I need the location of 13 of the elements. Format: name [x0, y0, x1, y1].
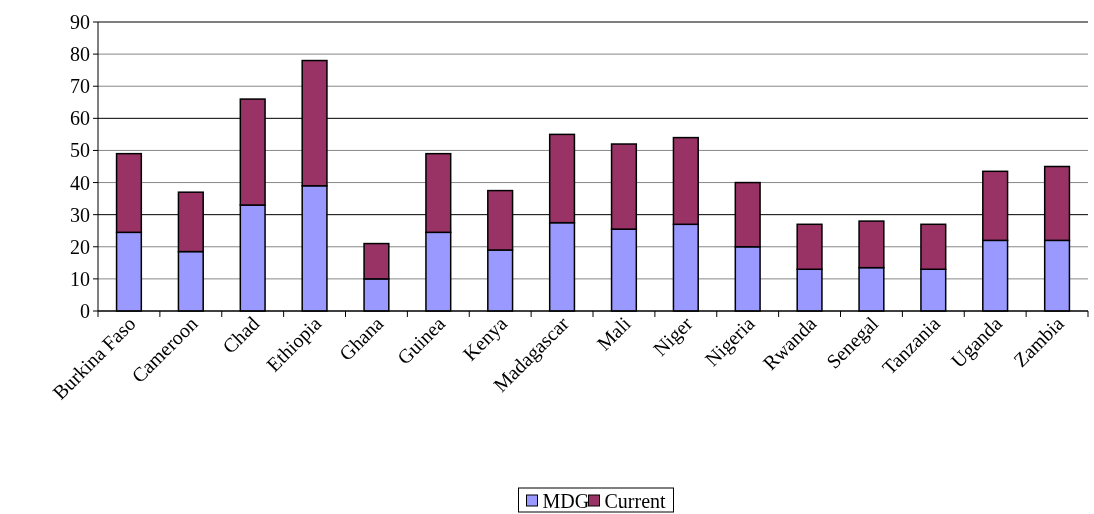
y-tick-label: 60 — [70, 107, 90, 130]
y-tick-label: 10 — [70, 267, 90, 290]
y-tick-label: 0 — [80, 300, 90, 322]
y-tick-label: 90 — [70, 11, 90, 33]
y-tick-label: 70 — [70, 75, 90, 98]
y-tick-label: 80 — [70, 43, 90, 66]
y-tick-label: 50 — [70, 139, 90, 162]
x-tick-label: Mali — [592, 311, 636, 355]
legend-label: Current — [604, 490, 667, 512]
y-tick-label: 20 — [70, 235, 90, 258]
y-tick-label: 40 — [70, 171, 90, 194]
y-tick-label: 30 — [70, 203, 90, 226]
legend-label: MDG — [542, 490, 590, 512]
